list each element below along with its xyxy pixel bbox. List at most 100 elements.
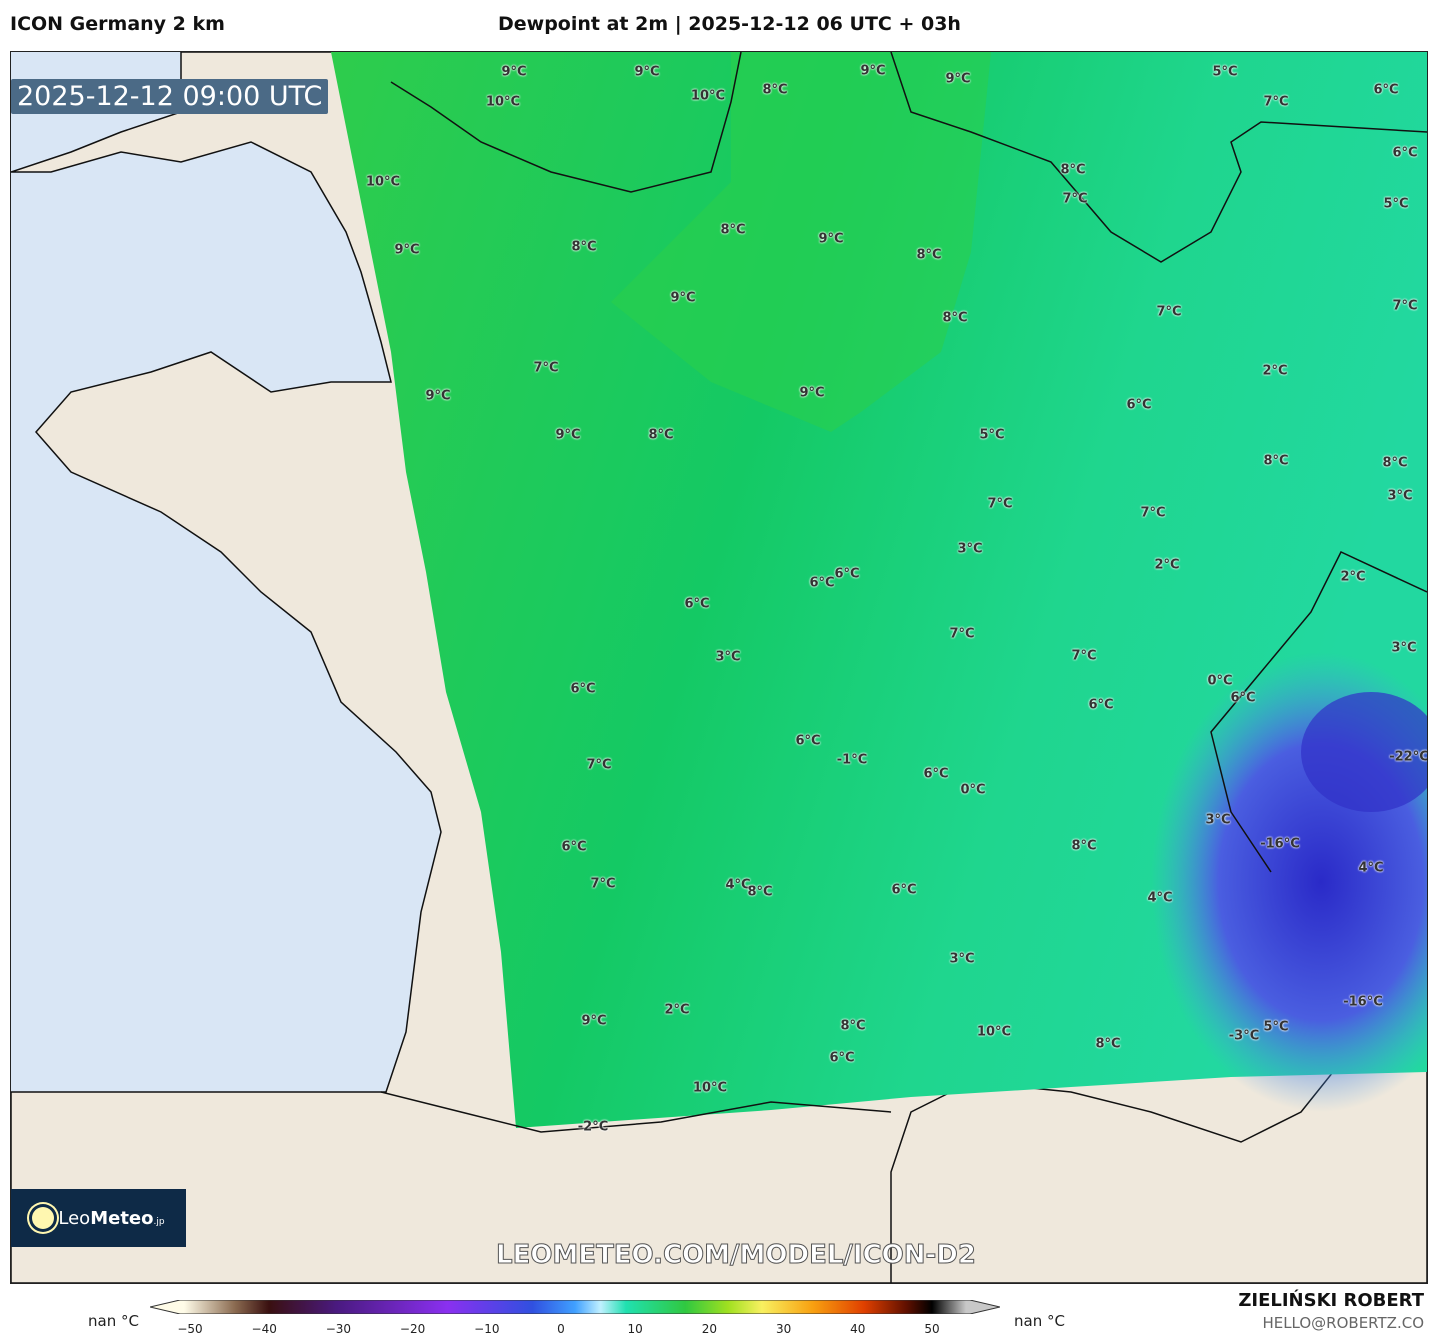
dewpoint-label: 4°C [725, 877, 751, 893]
dewpoint-label: -1°C [836, 752, 868, 768]
dewpoint-label: 6°C [795, 733, 821, 749]
dewpoint-label: 6°C [891, 882, 917, 898]
dewpoint-label: 8°C [720, 222, 746, 238]
dewpoint-map[interactable]: 9°C 9°C 10°C 10°C 8°C 9°C 9°C 5°C 7°C 6°C 10°C 8°C 7… [10, 51, 1428, 1284]
colorbar-tick: −20 [399, 1322, 426, 1336]
dewpoint-label: 9°C [581, 1013, 607, 1029]
dewpoint-label: 8°C [942, 310, 968, 326]
colorbar-tick: 40 [850, 1322, 866, 1336]
dewpoint-label: -22°C [1389, 749, 1428, 765]
dewpoint-label: 9°C [670, 290, 696, 306]
dewpoint-label: -3°C [1228, 1028, 1260, 1044]
map-layers [11, 52, 1427, 1283]
dewpoint-label: 6°C [809, 575, 835, 591]
dewpoint-label: 7°C [1071, 648, 1097, 664]
colorbar-tick: −30 [325, 1322, 352, 1336]
dewpoint-label: 0°C [960, 782, 986, 798]
dewpoint-label: 8°C [762, 82, 788, 98]
logo-text: LeoMeteo.jp [58, 1207, 165, 1229]
map-title: Dewpoint at 2m | 2025-12-12 06 UTC + 03h [498, 13, 961, 35]
colorbar-tick: 10 [627, 1322, 643, 1336]
colorbar-right-label: nan °C [1014, 1312, 1065, 1330]
dewpoint-label: 7°C [1062, 191, 1088, 207]
dewpoint-label: 8°C [916, 247, 942, 263]
colorbar-tick: −10 [474, 1322, 500, 1336]
west-warm-zone [331, 52, 991, 432]
dewpoint-label: 6°C [1373, 82, 1399, 98]
dewpoint-label: 2°C [1262, 363, 1288, 379]
dewpoint-label: 10°C [485, 94, 521, 110]
dewpoint-label: 3°C [1205, 812, 1231, 828]
dewpoint-label: 9°C [945, 71, 971, 87]
dewpoint-label: 10°C [976, 1024, 1012, 1040]
dewpoint-label: 10°C [690, 88, 726, 104]
dewpoint-label: 6°C [1126, 397, 1152, 413]
dewpoint-label: 8°C [1071, 838, 1097, 854]
dewpoint-label: 6°C [1392, 145, 1418, 161]
pyrenees-border [380, 1091, 892, 1133]
colorbar-tick: 30 [775, 1322, 792, 1336]
dewpoint-label: 6°C [834, 566, 860, 582]
colorbar-tick: −50 [177, 1322, 203, 1336]
dewpoint-label: 6°C [1230, 690, 1256, 706]
dewpoint-label: 8°C [840, 1018, 866, 1034]
dewpoint-label: 3°C [957, 541, 983, 557]
model-name: ICON Germany 2 km [10, 13, 225, 35]
dewpoint-label: 8°C [1095, 1036, 1121, 1052]
dewpoint-label: 7°C [1263, 94, 1289, 110]
dewpoint-label: 7°C [1392, 298, 1418, 314]
dewpoint-label: 9°C [634, 64, 660, 80]
dewpoint-label: 9°C [501, 64, 527, 80]
dewpoint-label: 9°C [394, 242, 420, 258]
author-name: ZIELIŃSKI ROBERT [1238, 1290, 1424, 1311]
colorbar-tick: 50 [924, 1322, 940, 1336]
dewpoint-label: 7°C [533, 360, 559, 376]
dewpoint-label: 8°C [571, 239, 597, 255]
colorbar-left-label: nan °C [88, 1312, 139, 1330]
dewpoint-label: 6°C [1088, 697, 1114, 713]
dewpoint-label: 8°C [747, 884, 773, 900]
dewpoint-label: 4°C [1147, 890, 1173, 906]
colorbar-tick: −40 [251, 1322, 277, 1336]
dewpoint-label: -16°C [1260, 836, 1300, 852]
dewpoint-label: 4°C [1358, 860, 1384, 876]
dewpoint-label: 8°C [1263, 453, 1289, 469]
dewpoint-label: 9°C [425, 388, 451, 404]
dewpoint-label: 5°C [1212, 64, 1238, 80]
dewpoint-label: 7°C [987, 496, 1013, 512]
dewpoint-label: 6°C [829, 1050, 855, 1066]
dewpoint-label: 8°C [648, 427, 674, 443]
dewpoint-label: 3°C [1387, 488, 1413, 504]
dewpoint-label: 6°C [561, 839, 587, 855]
dewpoint-label: -16°C [1343, 994, 1383, 1010]
dewpoint-label: 6°C [684, 596, 710, 612]
dewpoint-label: 3°C [949, 951, 975, 967]
dewpoint-label: 6°C [570, 681, 596, 697]
dewpoint-label: 9°C [818, 231, 844, 247]
dewpoint-label: 5°C [1383, 196, 1409, 212]
colorbar-tick: 0 [557, 1322, 565, 1336]
dewpoint-label: 10°C [365, 174, 401, 190]
colorbar [150, 1300, 1000, 1314]
dewpoint-label: 8°C [1060, 162, 1086, 178]
dewpoint-label: 6°C [923, 766, 949, 782]
dewpoint-label: 9°C [799, 385, 825, 401]
dewpoint-label: 9°C [860, 63, 886, 79]
dewpoint-label: 3°C [715, 649, 741, 665]
valid-time-badge: 2025-12-12 09:00 UTC [11, 79, 329, 114]
dewpoint-label: 7°C [949, 626, 975, 642]
dewpoint-label: 10°C [692, 1080, 728, 1096]
dewpoint-label: 8°C [1382, 455, 1408, 471]
author-email[interactable]: HELLO@ROBERTZ.CO [1262, 1314, 1424, 1332]
dewpoint-label: 7°C [590, 876, 616, 892]
dewpoint-label: 7°C [586, 757, 612, 773]
leometeo-logo[interactable]: LeoMeteo.jp [11, 1189, 186, 1247]
dewpoint-label: 2°C [1340, 569, 1366, 585]
watermark: LEOMETEO.COM/MODEL/ICON-D2 [496, 1240, 977, 1271]
dewpoint-label: 3°C [1391, 640, 1417, 656]
colorbar-tick: 20 [701, 1322, 718, 1336]
coastline-north [390, 52, 742, 193]
sun-icon [32, 1207, 55, 1229]
dewpoint-label: 2°C [1154, 557, 1180, 573]
dewpoint-label: -2°C [577, 1119, 609, 1135]
